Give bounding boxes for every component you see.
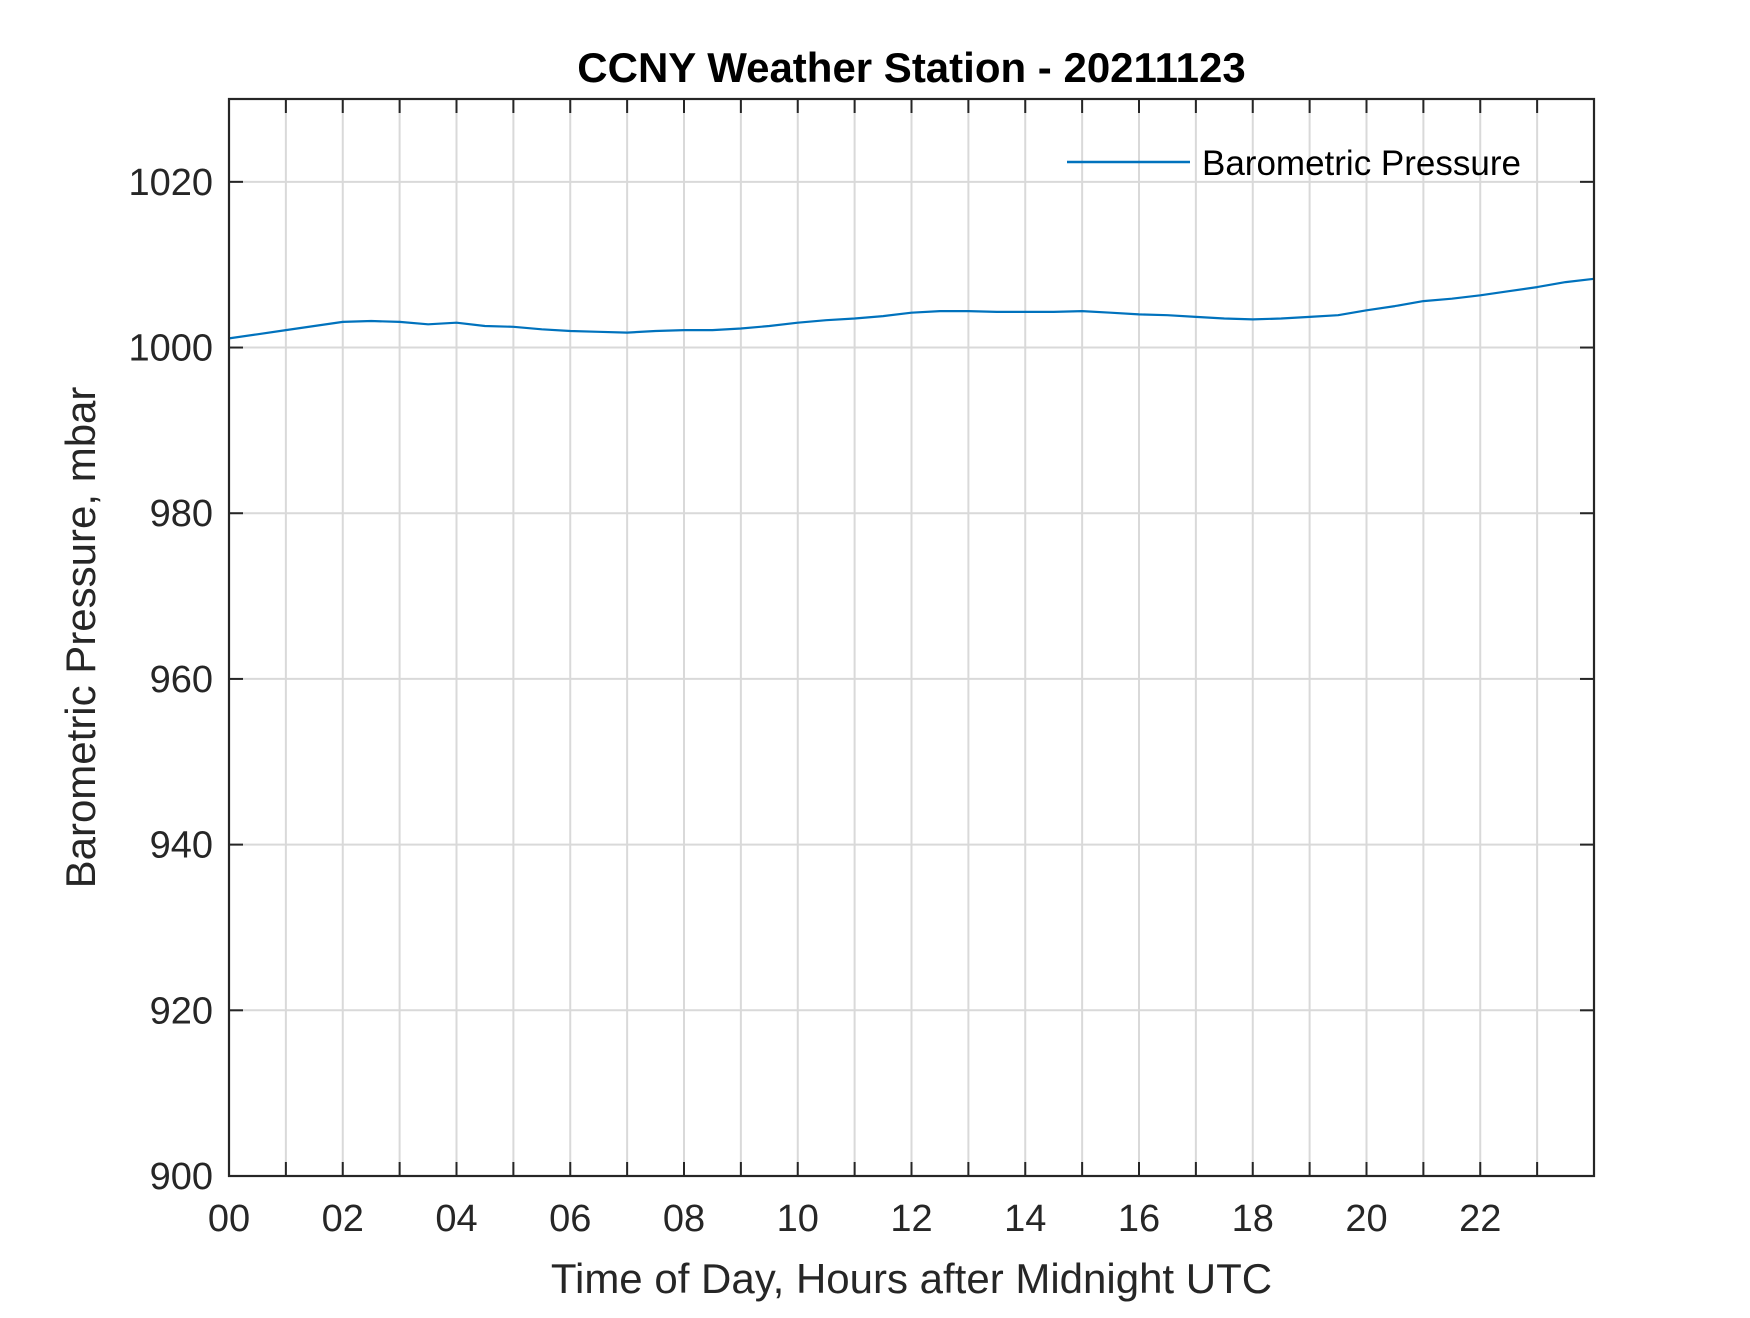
grid-layer xyxy=(229,99,1594,1176)
label-layer: 00 02 04 06 08 10 12 14 16 18 20 22 900 920 940 960 980 1… xyxy=(128,162,1501,1240)
chart-title: CCNY Weather Station - 20211123 xyxy=(577,44,1245,91)
x-tick-label: 04 xyxy=(435,1198,477,1240)
y-tick-label: 940 xyxy=(150,825,213,867)
x-tick-label: 08 xyxy=(663,1198,705,1240)
legend-label: Barometric Pressure xyxy=(1202,144,1521,183)
y-tick-label: 1020 xyxy=(128,162,213,204)
y-tick-label: 960 xyxy=(150,659,213,701)
y-tick-label: 900 xyxy=(150,1156,213,1198)
legend: Barometric Pressure xyxy=(1067,144,1521,183)
tick-layer xyxy=(229,99,1594,1176)
x-tick-label: 22 xyxy=(1459,1198,1501,1240)
x-tick-label: 02 xyxy=(322,1198,364,1240)
x-tick-label: 16 xyxy=(1118,1198,1160,1240)
y-tick-label: 980 xyxy=(150,493,213,535)
x-tick-label: 06 xyxy=(549,1198,591,1240)
x-tick-label: 20 xyxy=(1345,1198,1387,1240)
x-tick-label: 12 xyxy=(890,1198,932,1240)
x-tick-label: 18 xyxy=(1232,1198,1274,1240)
series-line-barometric-pressure xyxy=(228,277,1595,340)
x-tick-label: 00 xyxy=(208,1198,250,1240)
y-tick-label: 1000 xyxy=(128,328,213,370)
data-layer xyxy=(228,277,1595,340)
y-axis-label: Barometric Pressure, mbar xyxy=(57,387,104,889)
x-tick-label: 10 xyxy=(777,1198,819,1240)
x-tick-label: 14 xyxy=(1004,1198,1046,1240)
x-axis-label: Time of Day, Hours after Midnight UTC xyxy=(551,1255,1272,1302)
y-tick-label: 920 xyxy=(150,990,213,1032)
